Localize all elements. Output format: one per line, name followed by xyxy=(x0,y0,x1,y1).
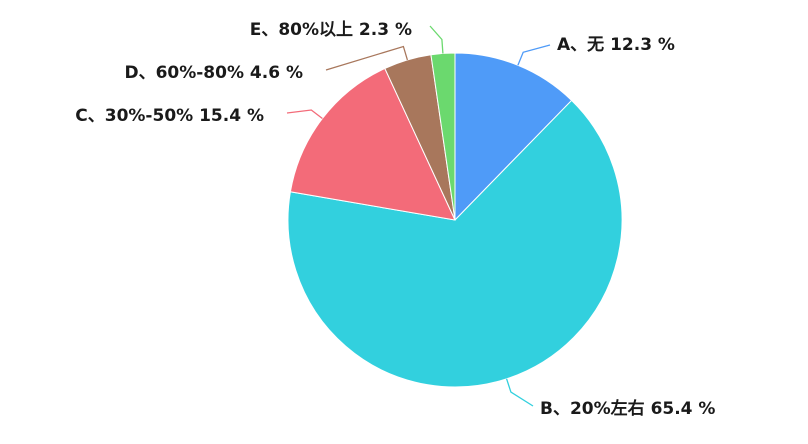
slice-e-label: E、80%以上 2.3 % xyxy=(250,20,412,40)
leader-lines xyxy=(286,25,551,407)
slice-b-label: B、20%左右 65.4 % xyxy=(540,398,715,419)
slice-a-label: A、无 12.3 % xyxy=(557,35,675,55)
slice-e-leader-line xyxy=(429,25,444,54)
slice-a xyxy=(454,52,573,222)
pie-slices xyxy=(287,52,623,388)
slice-c-leader-line xyxy=(286,109,323,120)
slice-c-label: C、30%-50% 15.4 % xyxy=(75,106,264,126)
slice-a-leader-line xyxy=(517,44,551,66)
slice-e xyxy=(430,52,456,221)
slice-d-label: D、60%-80% 4.6 % xyxy=(124,63,303,83)
slice-b-leader-line xyxy=(505,378,534,407)
slice-d-leader-line xyxy=(325,45,409,71)
slice-labels: A、无 12.3 % B、20%左右 65.4 % C、30%-50% 15.4 %… xyxy=(75,20,715,419)
